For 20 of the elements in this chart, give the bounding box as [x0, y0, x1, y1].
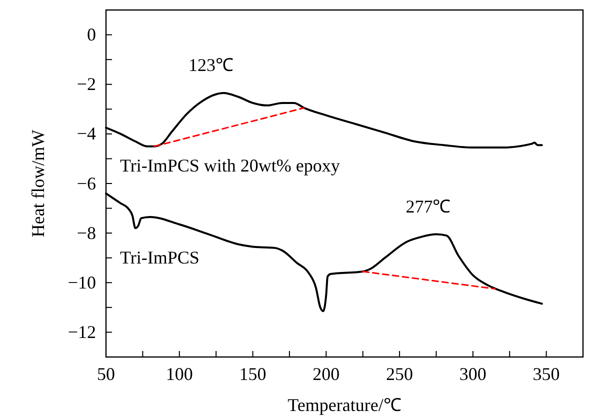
x-tick-label: 200 [312, 364, 340, 384]
y-tick-label: −2 [76, 74, 96, 94]
y-tick-label: −12 [68, 322, 96, 342]
series-label: Tri-ImPCS with 20wt% epoxy [120, 156, 340, 176]
x-tick-label: 350 [532, 364, 560, 384]
x-tick-label: 300 [459, 364, 486, 384]
y-tick-label: 0 [87, 24, 96, 45]
x-tick-label: 250 [386, 364, 414, 384]
annotation: 123℃ [188, 55, 234, 76]
y-tick-label: −8 [76, 222, 96, 243]
y-tick-label: −6 [76, 173, 96, 194]
annotation: 277℃ [406, 196, 451, 216]
x-tick-label: 150 [239, 364, 266, 384]
x-tick-label: 100 [166, 364, 193, 384]
y-tick-label: −4 [76, 124, 96, 144]
series-label: Tri-ImPCS [120, 247, 200, 268]
x-tick-label: 50 [97, 364, 115, 384]
y-tick-label: −10 [68, 272, 96, 292]
y-axis-title: Heat flow/mW [28, 130, 48, 238]
x-axis-title: Temperature/℃ [288, 395, 402, 415]
